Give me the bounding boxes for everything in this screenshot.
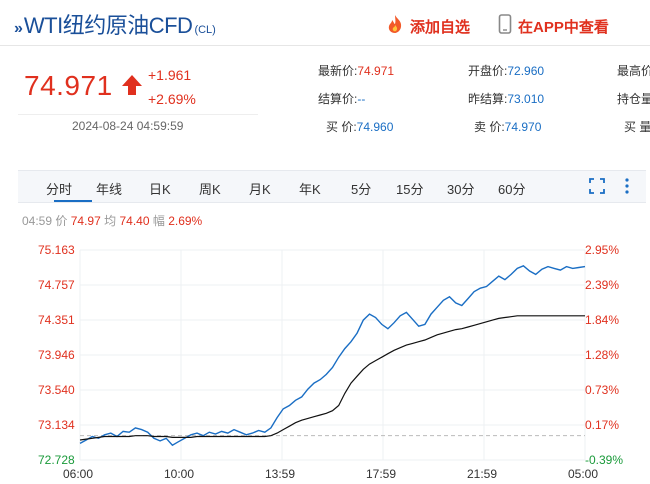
tab-daily-k[interactable]: 日K	[149, 182, 171, 197]
tab-15min[interactable]: 15分	[396, 182, 424, 197]
x-tick-label: 05:00	[568, 467, 598, 481]
x-tick-label: 21:59	[467, 467, 497, 481]
stat-settle: 结算价:--	[318, 90, 365, 107]
active-tab-indicator	[54, 200, 92, 202]
tab-intraday[interactable]: 分时	[46, 182, 73, 197]
y-tick-label: 73.134	[38, 418, 75, 432]
stat-open-label: 开盘价:	[468, 64, 508, 78]
add-watchlist-label: 添加自选	[410, 18, 471, 36]
info-avg: 74.40	[119, 214, 150, 228]
stat-high-label: 最高价	[617, 64, 650, 78]
stat-latest-value: 74.971	[357, 64, 395, 78]
stat-high: 最高价	[617, 62, 650, 79]
price-change-pct: +2.69%	[148, 91, 196, 107]
view-in-app-button[interactable]: 在APP中查看	[498, 14, 609, 38]
arrow-up-icon	[121, 73, 143, 102]
stat-settle-label: 结算价:	[318, 92, 358, 106]
double-chevron-icon[interactable]: »	[14, 20, 23, 37]
stat-settle-value: --	[357, 92, 366, 106]
stat-bid: 买 价:74.960	[326, 118, 393, 135]
stat-latest: 最新价:74.971	[318, 62, 394, 79]
y-right-tick-label: 2.39%	[585, 278, 619, 292]
tab-year-line[interactable]: 年线	[96, 182, 123, 197]
info-time: 04:59	[22, 214, 53, 228]
stat-ask-label: 卖 价:	[474, 120, 505, 134]
stat-bid-value: 74.960	[356, 120, 394, 134]
stat-open-value: 72.960	[507, 64, 545, 78]
y-right-tick-label: 1.84%	[585, 313, 619, 327]
tab-30min[interactable]: 30分	[447, 182, 475, 197]
stat-prev-settle-label: 昨结算:	[468, 92, 508, 106]
fullscreen-icon[interactable]	[588, 177, 606, 200]
y-right-tick-label: 1.28%	[585, 348, 619, 362]
y-tick-label: 73.540	[38, 383, 75, 397]
y-right-tick-label: -0.39%	[585, 453, 623, 467]
y-tick-label: 75.163	[38, 243, 75, 257]
page-title: WTI纽约原油CFD	[23, 13, 193, 38]
stat-prev-settle: 昨结算:73.010	[468, 90, 544, 107]
y-tick-label: 73.946	[38, 348, 75, 362]
y-right-tick-label: 0.73%	[585, 383, 619, 397]
view-in-app-label: 在APP中查看	[518, 18, 609, 36]
stat-prev-settle-value: 73.010	[507, 92, 545, 106]
current-price: 74.971	[24, 70, 113, 101]
average-series-line	[79, 315, 585, 441]
flame-icon	[386, 14, 404, 38]
intraday-chart[interactable]: 75.163 2.95% 74.757 2.39% 74.351 1.84% 73.946 1…	[0, 236, 650, 484]
stat-buy-vol-label: 买 量	[624, 120, 650, 134]
info-avg-label: 均	[104, 214, 117, 228]
phone-icon	[498, 14, 512, 38]
divider	[18, 114, 258, 115]
tab-monthly-k[interactable]: 月K	[249, 182, 271, 197]
quote-timestamp: 2024-08-24 04:59:59	[72, 119, 184, 133]
price-change: +1.961	[148, 67, 192, 83]
stat-position: 持仓量	[617, 90, 650, 107]
info-amp-label: 幅	[152, 214, 165, 228]
y-right-tick-label: 2.95%	[585, 243, 619, 257]
y-tick-label: 74.757	[38, 278, 75, 292]
y-tick-label: 72.728	[38, 453, 75, 467]
chart-info-line: 04:59 价 74.97 均 74.40 幅 2.69%	[22, 212, 202, 229]
tab-5min[interactable]: 5分	[351, 182, 372, 197]
y-right-tick-label: 0.17%	[585, 418, 619, 432]
x-tick-label: 13:59	[265, 467, 295, 481]
y-tick-label: 74.351	[38, 313, 75, 327]
x-tick-label: 17:59	[366, 467, 396, 481]
x-tick-label: 06:00	[63, 467, 93, 481]
info-price: 74.97	[70, 214, 101, 228]
add-watchlist-button[interactable]: 添加自选	[386, 14, 470, 38]
title-block: » WTI纽约原油CFD (CL)	[14, 8, 216, 40]
stat-ask-value: 74.970	[504, 120, 542, 134]
info-amp: 2.69%	[168, 214, 203, 228]
chart-tabbar: 分时 年线 日K 周K 月K 年K 5分 15分 30分 60分	[18, 170, 646, 203]
stat-buy-vol: 买 量	[624, 118, 650, 135]
tab-60min[interactable]: 60分	[498, 182, 526, 197]
tab-weekly-k[interactable]: 周K	[199, 182, 221, 197]
stat-latest-label: 最新价:	[318, 64, 358, 78]
stat-open: 开盘价:72.960	[468, 62, 544, 79]
more-menu-icon[interactable]	[624, 177, 630, 200]
price-series-line	[79, 264, 586, 447]
stat-position-label: 持仓量	[617, 92, 650, 106]
tab-yearly-k[interactable]: 年K	[299, 182, 321, 197]
symbol-code: (CL)	[194, 24, 216, 36]
stat-ask: 卖 价:74.970	[474, 118, 541, 135]
page-header: » WTI纽约原油CFD (CL) 添加自选 在APP中查看	[0, 0, 650, 46]
info-price-label: 价	[55, 214, 68, 228]
stat-bid-label: 买 价:	[326, 120, 357, 134]
x-tick-label: 10:00	[164, 467, 194, 481]
